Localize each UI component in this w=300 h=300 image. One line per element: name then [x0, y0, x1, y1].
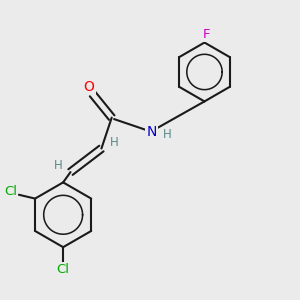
Text: H: H	[54, 159, 62, 172]
Text: Cl: Cl	[4, 185, 17, 198]
Text: F: F	[203, 28, 211, 41]
Text: Cl: Cl	[57, 263, 70, 276]
Text: N: N	[146, 125, 157, 139]
Text: H: H	[162, 128, 171, 141]
Text: O: O	[84, 80, 94, 94]
Text: H: H	[110, 136, 118, 148]
